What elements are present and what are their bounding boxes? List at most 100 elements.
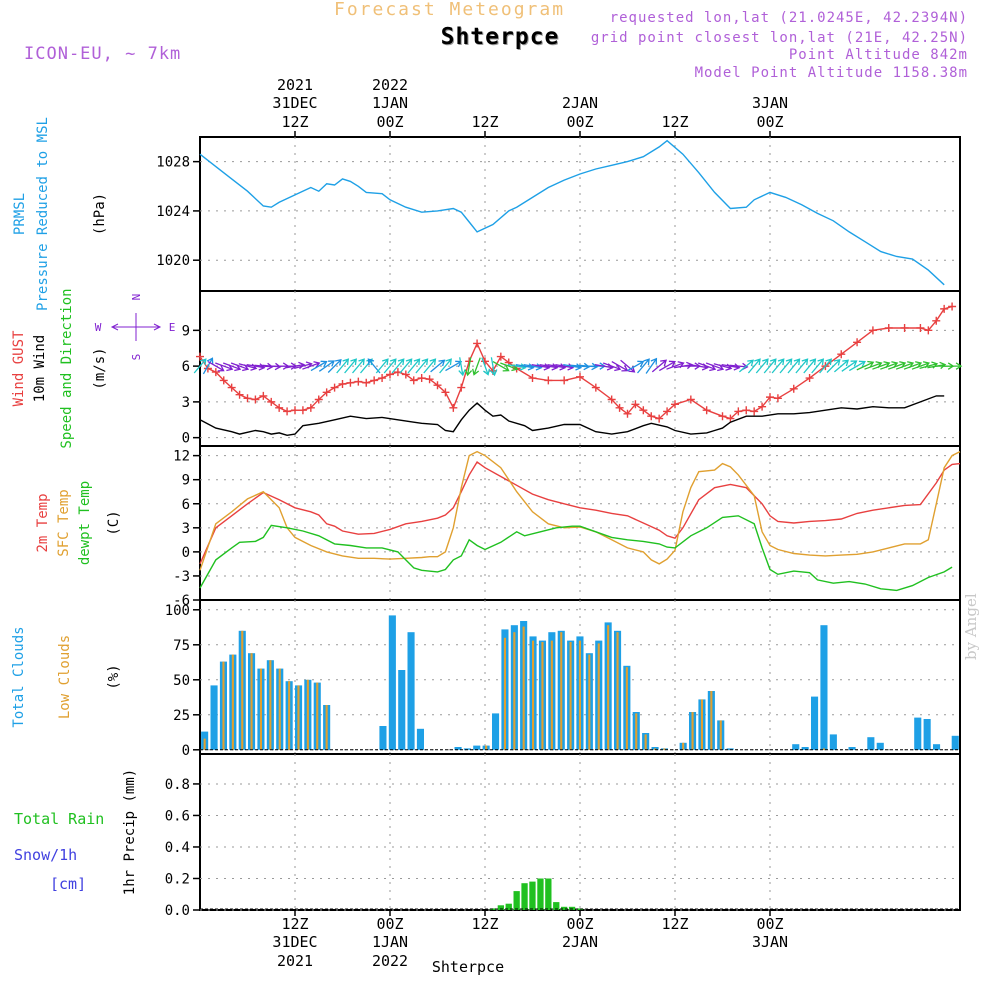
wind-marker	[671, 400, 679, 409]
wind-marker	[401, 370, 410, 379]
wind-marker	[370, 376, 379, 385]
wind-direction-arrow	[563, 363, 583, 371]
wind-direction-arrow	[375, 358, 389, 374]
wind-marker	[196, 352, 204, 361]
wind-direction-arrow	[464, 357, 473, 377]
wind-direction-arrow	[310, 360, 328, 372]
bottom-time-label: 12Z	[471, 915, 498, 933]
wind-direction-arrow	[423, 358, 437, 374]
clouds-axis-label: Low Clouds	[57, 635, 73, 719]
top-time-label: 12Z	[661, 113, 688, 131]
top-time-label: 00Z	[376, 113, 403, 131]
low-cloud-bar	[550, 640, 553, 750]
clouds-ytick-label: 100	[165, 603, 190, 619]
top-time-label: 12Z	[471, 113, 498, 131]
wind-direction-arrow	[841, 360, 858, 372]
compass-n: N	[130, 294, 143, 301]
point-altitude: Point Altitude 842m	[788, 47, 968, 63]
wind-direction-arrow	[747, 358, 761, 374]
wind-direction-arrow	[848, 360, 866, 372]
wind-direction-arrow	[637, 358, 650, 374]
wind-marker	[235, 390, 244, 399]
low-cloud-bar	[644, 734, 647, 750]
total-cloud-bar	[811, 696, 819, 750]
pressure-ytick-label: 1020	[156, 253, 190, 269]
low-cloud-bar	[222, 661, 225, 750]
wind-ytick-label: 9	[182, 323, 190, 339]
low-cloud-bar	[241, 630, 244, 750]
low-cloud-bar	[607, 625, 610, 750]
wind-marker	[322, 388, 331, 397]
precip-ytick-label: 0.2	[165, 871, 190, 887]
wind-marker	[291, 406, 299, 415]
total-cloud-bar	[923, 719, 931, 750]
wind-marker	[623, 409, 632, 418]
pressure-ytick-label: 1024	[156, 204, 190, 220]
bottom-time-label: 12Z	[661, 915, 688, 933]
wind-marker	[758, 402, 767, 411]
temperature-axis-label: SFC Temp	[56, 489, 72, 556]
wind-marker	[267, 397, 276, 406]
low-cloud-bar	[569, 642, 572, 750]
wind-marker	[591, 383, 600, 392]
wind-direction-arrow	[555, 363, 575, 371]
wind-marker	[900, 323, 909, 332]
total-cloud-bar	[473, 745, 481, 750]
wind-direction-arrow	[507, 363, 527, 371]
pressure-axis-label: Pressure Reduced to MSL	[35, 117, 51, 311]
pressure-ytick-label: 1028	[156, 155, 190, 171]
precip-ytick-label: 0.6	[165, 808, 190, 824]
low-cloud-bar	[288, 681, 291, 750]
total-cloud-bar	[801, 747, 809, 750]
compass-s: S	[130, 354, 143, 361]
wind-marker	[750, 407, 759, 416]
compass-e: E	[169, 321, 176, 334]
wind-direction-arrow	[336, 358, 350, 374]
total-cloud-bar	[829, 734, 837, 750]
wind-marker	[726, 414, 735, 423]
low-cloud-bar	[306, 679, 309, 750]
wind-direction-arrow	[539, 363, 559, 371]
wind-marker	[481, 357, 489, 366]
wind-direction-arrow	[738, 359, 755, 373]
wind-marker	[227, 383, 236, 392]
total-cloud-bar	[792, 744, 800, 750]
wind-marker	[655, 414, 664, 423]
low-cloud-bar	[822, 748, 825, 750]
wind-direction-arrow	[787, 358, 801, 374]
total-cloud-bar	[379, 726, 387, 750]
low-cloud-bar	[532, 640, 535, 750]
wind-marker	[275, 403, 284, 412]
total-cloud-bar	[492, 713, 500, 750]
temperature-ytick-label: -6	[173, 593, 190, 609]
wind-marker	[528, 374, 537, 383]
wind-marker	[441, 388, 450, 397]
top-time-label: 2021	[277, 76, 313, 94]
wind-axis-label: Speed and Direction	[59, 288, 75, 448]
snow-label: Snow/1h	[14, 846, 77, 864]
precip-frame	[199, 753, 961, 911]
wind-direction-arrow	[490, 357, 498, 377]
low-cloud-bar	[269, 660, 272, 750]
low-cloud-bar	[485, 745, 488, 750]
wind-marker	[378, 374, 387, 383]
low-cloud-bar	[700, 699, 703, 750]
total-cloud-bar	[867, 737, 875, 750]
temperature-ytick-label: 12	[173, 449, 190, 465]
wind-marker	[940, 304, 949, 313]
low-cloud-bar	[663, 748, 666, 750]
wind-direction-arrow	[254, 362, 274, 371]
low-cloud-bar	[231, 654, 234, 750]
wind-direction-arrow	[352, 358, 365, 374]
wind-direction-arrow	[327, 358, 342, 373]
wind-direction-arrow	[833, 359, 850, 373]
wind-marker	[298, 406, 307, 415]
low-cloud-bar	[616, 632, 619, 750]
top-time-label: 00Z	[756, 113, 783, 131]
wind-marker	[449, 403, 458, 412]
top-time-label: 1JAN	[372, 94, 408, 112]
wind-ytick-label: 3	[182, 395, 190, 411]
low-cloud-bar	[560, 632, 563, 750]
wind-direction-arrow	[523, 363, 543, 371]
wind-marker	[607, 395, 616, 404]
